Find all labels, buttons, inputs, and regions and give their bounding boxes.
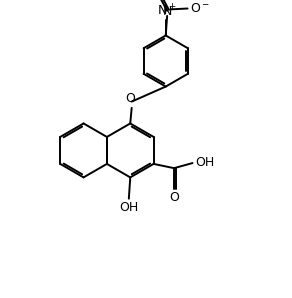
Text: O: O [169,191,179,204]
Text: N: N [162,5,172,18]
Text: O: O [125,92,135,105]
Text: N$^+$: N$^+$ [157,3,177,18]
Text: O$^-$: O$^-$ [190,2,210,15]
Text: OH: OH [119,201,138,214]
Text: OH: OH [195,156,214,169]
